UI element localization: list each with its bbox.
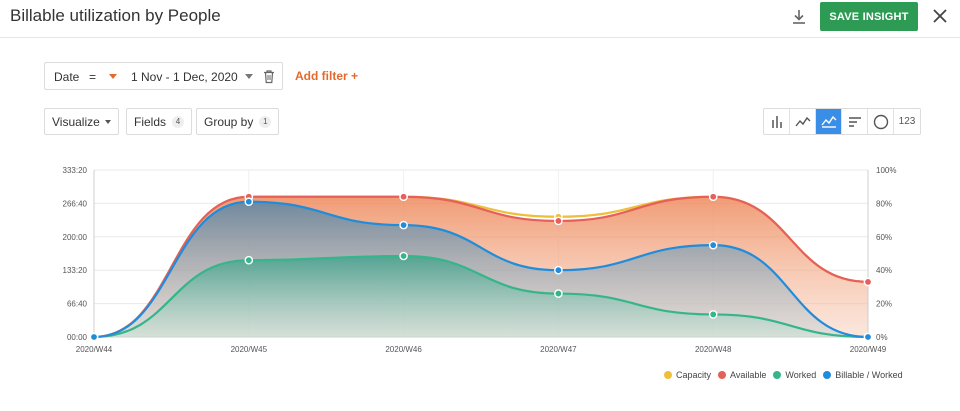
- legend-dot-icon: [823, 371, 832, 379]
- y-right-tick-label: 40%: [876, 266, 892, 275]
- y-left-tick-label: 200:00: [63, 233, 88, 242]
- legend-dot-icon: [664, 371, 672, 379]
- data-point-billable-worked: [863, 332, 873, 342]
- legend-item[interactable]: Billable / Worked: [823, 370, 903, 380]
- line-chart-icon[interactable]: [790, 109, 816, 134]
- download-icon[interactable]: [788, 6, 810, 28]
- utilization-area-chart: 00:00 0% 66:40 20% 133:20 40% 200:00 60% 266:40 8…: [63, 166, 897, 354]
- y-right-tick-label: 20%: [876, 300, 892, 309]
- x-tick-label: 2020/W47: [540, 345, 577, 354]
- series-line-billable-worked: [93, 200, 869, 339]
- data-point-available: [399, 192, 408, 202]
- area-worked: [94, 256, 868, 337]
- data-point-worked: [399, 251, 408, 261]
- fields-label: Fields: [134, 114, 167, 129]
- legend-label: Worked: [785, 370, 817, 380]
- insight-header: Billable utilization by People SAVE INSI…: [0, 0, 960, 38]
- x-tick-label: 2020/W46: [385, 345, 422, 354]
- save-insight-button[interactable]: SAVE INSIGHT: [820, 2, 918, 31]
- data-point-available: [708, 192, 718, 202]
- data-point-worked: [708, 310, 718, 319]
- data-point-available: [554, 216, 563, 226]
- chevron-down-icon: [104, 119, 111, 124]
- filter-field[interactable]: Date: [54, 70, 80, 84]
- y-left-tick-label: 266:40: [63, 199, 88, 208]
- group-by-button[interactable]: Group by 1: [196, 108, 280, 135]
- y-left-tick-label: 66:40: [67, 300, 88, 309]
- y-right-tick-label: 100%: [876, 166, 896, 175]
- y-right-tick-label: 0%: [876, 333, 888, 342]
- filter-value[interactable]: 1 Nov - 1 Dec, 2020: [131, 70, 238, 84]
- data-point-billable-worked: [244, 197, 254, 207]
- legend-dot-icon: [718, 371, 727, 379]
- series-line-available: [93, 195, 869, 339]
- legend-label: Capacity: [676, 370, 712, 380]
- pie-chart-icon[interactable]: [868, 109, 894, 134]
- chart-legend: Capacity Available Worked Billable / Worked: [664, 370, 910, 380]
- data-point-available: [863, 277, 873, 287]
- trash-icon[interactable]: [262, 69, 276, 84]
- add-filter-link[interactable]: Add filter +: [295, 69, 359, 83]
- sort-bars-icon[interactable]: [842, 109, 868, 134]
- y-left-tick-label: 333:20: [63, 166, 88, 175]
- bar-chart-icon[interactable]: [764, 109, 790, 134]
- series-line-worked: [93, 254, 869, 339]
- number-view-label: 123: [898, 116, 916, 127]
- area-chart-icon[interactable]: [816, 109, 842, 134]
- y-left-tick-label: 133:20: [63, 266, 88, 275]
- legend-label: Billable / Worked: [835, 370, 903, 380]
- data-point-worked: [244, 255, 254, 265]
- y-left-tick-label: 00:00: [67, 333, 88, 342]
- data-point-billable-worked: [89, 332, 99, 342]
- legend-item[interactable]: Available: [718, 370, 766, 380]
- x-tick-label: 2020/W45: [231, 345, 268, 354]
- date-filter[interactable]: Date = 1 Nov - 1 Dec, 2020: [44, 62, 283, 90]
- visualize-dropdown[interactable]: Visualize: [44, 108, 119, 135]
- group-by-count-badge: 1: [259, 115, 272, 128]
- y-right-tick-label: 60%: [876, 233, 892, 242]
- visualization-type-switcher: 123: [763, 108, 921, 135]
- legend-item[interactable]: Worked: [773, 370, 816, 380]
- filter-operator[interactable]: =: [89, 70, 97, 84]
- legend-label: Available: [730, 370, 767, 380]
- close-icon[interactable]: [930, 6, 950, 26]
- operator-caret-icon[interactable]: [109, 74, 117, 79]
- value-caret-icon[interactable]: [245, 74, 253, 79]
- legend-item[interactable]: Capacity: [664, 370, 711, 380]
- page-title: Billable utilization by People: [10, 6, 221, 25]
- x-tick-label: 2020/W44: [76, 345, 113, 354]
- data-point-billable-worked: [399, 220, 408, 230]
- y-right-tick-label: 80%: [876, 199, 892, 208]
- data-point-billable-worked: [708, 240, 718, 250]
- data-point-billable-worked: [554, 265, 563, 275]
- number-view-button[interactable]: 123: [894, 109, 920, 134]
- fields-count-badge: 4: [172, 115, 185, 128]
- visualize-label: Visualize: [52, 114, 100, 129]
- group-by-label: Group by: [204, 114, 254, 129]
- data-point-worked: [554, 289, 563, 298]
- x-tick-label: 2020/W48: [695, 345, 732, 354]
- legend-dot-icon: [773, 371, 782, 379]
- x-tick-label: 2020/W49: [850, 345, 887, 354]
- fields-button[interactable]: Fields 4: [126, 108, 193, 135]
